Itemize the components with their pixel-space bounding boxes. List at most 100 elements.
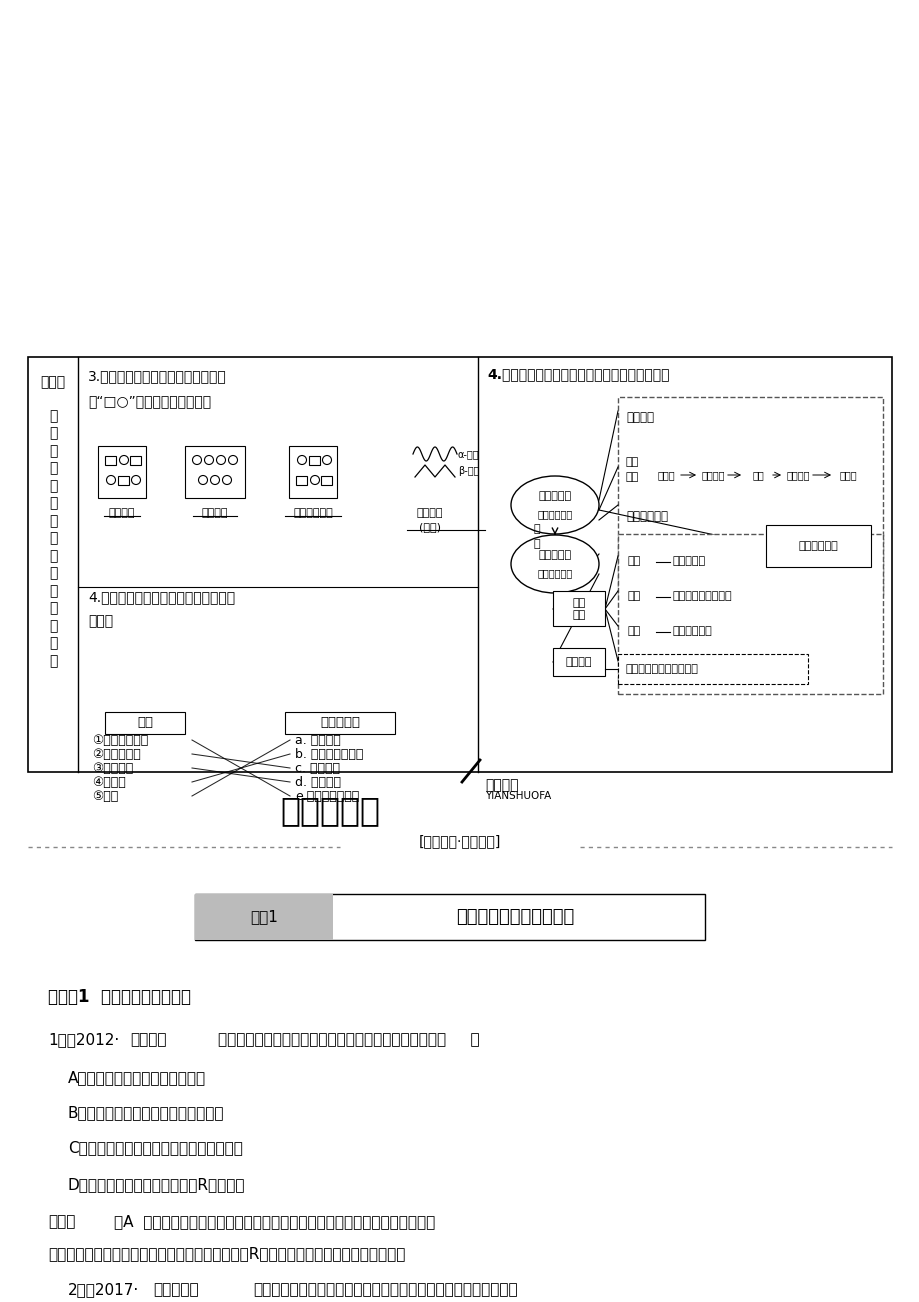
Text: α-螺旋: α-螺旋: [458, 449, 479, 460]
Bar: [106, 456, 117, 465]
Bar: [618, 397, 882, 595]
Text: 种类不同: 种类不同: [625, 411, 653, 424]
Circle shape: [199, 475, 208, 484]
Bar: [185, 447, 244, 497]
Text: （五种功能）: （五种功能）: [537, 568, 572, 578]
Bar: [552, 591, 605, 626]
Text: 多肽: 多肽: [752, 470, 763, 480]
Circle shape: [311, 475, 319, 484]
Text: 数目: 数目: [625, 457, 639, 467]
Text: ⑤抗体: ⑤抗体: [92, 789, 119, 802]
Text: 4.将下列实例与相应的蛋白质功能连接: 4.将下列实例与相应的蛋白质功能连接: [88, 590, 235, 604]
Text: （二）: （二）: [40, 375, 65, 389]
Text: 解析：: 解析：: [48, 1213, 75, 1229]
Bar: [119, 475, 130, 484]
Text: a. 免疫功能: a. 免疫功能: [295, 733, 340, 746]
Text: 蛋白质的结构层次与功能: 蛋白质的结构层次与功能: [456, 907, 573, 926]
Circle shape: [131, 475, 141, 484]
Circle shape: [119, 456, 129, 465]
Text: D．不同氨基酸之间的差异是由R基引起的: D．不同氨基酸之间的差异是由R基引起的: [68, 1177, 245, 1193]
Text: 空间结构不同: 空间结构不同: [798, 542, 837, 551]
Circle shape: [192, 456, 201, 465]
Text: 的: 的: [49, 461, 57, 475]
Text: c. 催化作用: c. 催化作用: [295, 762, 340, 775]
Text: 1．（2012·: 1．（2012·: [48, 1032, 119, 1047]
Text: 免疫: 免疫: [628, 661, 641, 671]
Text: 和: 和: [49, 566, 57, 581]
Text: 功能
蛋白: 功能 蛋白: [572, 598, 585, 620]
Text: 蛋白质类激素: 蛋白质类激素: [673, 626, 712, 635]
Text: 排列顺序不同: 排列顺序不同: [293, 508, 333, 518]
Text: 起来：: 起来：: [88, 615, 113, 628]
Bar: [321, 475, 332, 484]
Text: 定: 定: [533, 539, 539, 549]
Text: 2．（2017·: 2．（2017·: [68, 1282, 139, 1297]
Text: [高频考点·讲练悟通]: [高频考点·讲练悟通]: [418, 835, 501, 848]
Text: B．有些氨基酸不能在人体细胞中合成: B．有些氨基酸不能在人体细胞中合成: [68, 1105, 224, 1120]
Bar: [285, 712, 394, 734]
Text: 蛋白质功能: 蛋白质功能: [320, 716, 359, 729]
Text: 脱水缩合: 脱水缩合: [700, 470, 724, 480]
Text: 海南高考: 海南高考: [130, 1032, 166, 1047]
Text: 以案说法: 以案说法: [484, 779, 518, 792]
Text: ）关于生物体内组成蛋白质的氨基酸的叙述，错误的是（     ）: ）关于生物体内组成蛋白质的氨基酸的叙述，错误的是（ ）: [218, 1032, 479, 1047]
Text: 多: 多: [49, 514, 57, 529]
Text: 实例: 实例: [137, 716, 153, 729]
Text: 绝大多数酶: 绝大多数酶: [673, 556, 706, 566]
Text: 考点1: 考点1: [250, 910, 278, 924]
Text: 4.图解蛋白质结构多样性的四个原因和五种功能: 4.图解蛋白质结构多样性的四个原因和五种功能: [486, 367, 669, 381]
Text: 不同: 不同: [625, 473, 639, 482]
Text: 选A  甘氨酸是分子量最小的氨基酸；氨基酸分为必需氨基酸和非必需氨基酸，: 选A 甘氨酸是分子量最小的氨基酸；氨基酸分为必需氨基酸和非必需氨基酸，: [114, 1213, 435, 1229]
Text: 血红蛋白、载体蛋白: 血红蛋白、载体蛋白: [673, 591, 732, 602]
Circle shape: [228, 456, 237, 465]
Text: 能: 能: [49, 602, 57, 616]
Text: 抗体和淋巴因子: 抗体和淋巴因子: [673, 661, 719, 671]
Text: 3.据图判断蛋白质结构多样性的原因: 3.据图判断蛋白质结构多样性的原因: [88, 368, 226, 383]
Text: 样: 样: [49, 637, 57, 651]
Text: 性: 性: [49, 654, 57, 668]
Text: d. 运输功能: d. 运输功能: [295, 776, 341, 789]
Text: 排列顺序不同: 排列顺序不同: [625, 510, 667, 523]
Bar: [618, 654, 807, 684]
Text: ）生物体内的某多肽是由几种不同的氨基酸分子构成的，其中含有: ）生物体内的某多肽是由几种不同的氨基酸分子构成的，其中含有: [253, 1282, 517, 1297]
Text: 功能多样性: 功能多样性: [538, 549, 571, 560]
Circle shape: [297, 456, 306, 465]
Text: ③血红蛋白: ③血红蛋白: [92, 762, 133, 775]
Text: 氨基酸: 氨基酸: [656, 470, 674, 480]
Text: 样: 样: [49, 531, 57, 546]
Text: 命题点1  氨基酸的结构和种类: 命题点1 氨基酸的结构和种类: [48, 988, 191, 1006]
Text: 秦皇岛模拟: 秦皇岛模拟: [153, 1282, 199, 1297]
Ellipse shape: [510, 535, 598, 592]
Text: 调节: 调节: [628, 626, 641, 635]
Text: ①肌肉、毛发等: ①肌肉、毛发等: [92, 733, 148, 746]
Text: 必需氨基酸只能从食物中获取，人体内不能合成；R基的不同引起了氨基酸之间的差异。: 必需氨基酸只能从食物中获取，人体内不能合成；R基的不同引起了氨基酸之间的差异。: [48, 1246, 405, 1262]
Text: 结构多样性: 结构多样性: [538, 491, 571, 501]
Text: 数目不同: 数目不同: [201, 508, 228, 518]
Text: ④胰岛素: ④胰岛素: [92, 776, 126, 789]
Text: 催化: 催化: [628, 556, 641, 566]
Bar: [98, 447, 146, 497]
Bar: [618, 534, 882, 694]
Bar: [195, 894, 333, 940]
Bar: [766, 525, 870, 566]
Text: 课堂研考点: 课堂研考点: [279, 794, 380, 827]
Circle shape: [204, 456, 213, 465]
Bar: [105, 712, 185, 734]
Text: YIANSHUOFA: YIANSHUOFA: [484, 792, 550, 801]
Text: 运输: 运输: [628, 591, 641, 602]
Text: C．氨基酸分子之间通过脱水缩合形成肽键: C．氨基酸分子之间通过脱水缩合形成肽键: [68, 1141, 243, 1155]
Text: 空间结构: 空间结构: [416, 508, 443, 518]
Text: 构: 构: [49, 496, 57, 510]
Circle shape: [216, 456, 225, 465]
Text: 蛋: 蛋: [49, 409, 57, 423]
Bar: [195, 894, 704, 940]
Bar: [28, 357, 891, 772]
Text: 如肌肉、毛发中的蛋白质: 如肌肉、毛发中的蛋白质: [625, 664, 698, 674]
Text: e.构成细胞和生物: e.构成细胞和生物: [295, 789, 358, 802]
Bar: [289, 447, 336, 497]
Text: （“□○”表示不同的氨基酸）: （“□○”表示不同的氨基酸）: [88, 395, 210, 408]
Bar: [552, 648, 605, 676]
Bar: [130, 456, 142, 465]
Text: b. 信息传递和调节: b. 信息传递和调节: [295, 747, 363, 760]
Text: 结构蛋白: 结构蛋白: [565, 658, 592, 667]
